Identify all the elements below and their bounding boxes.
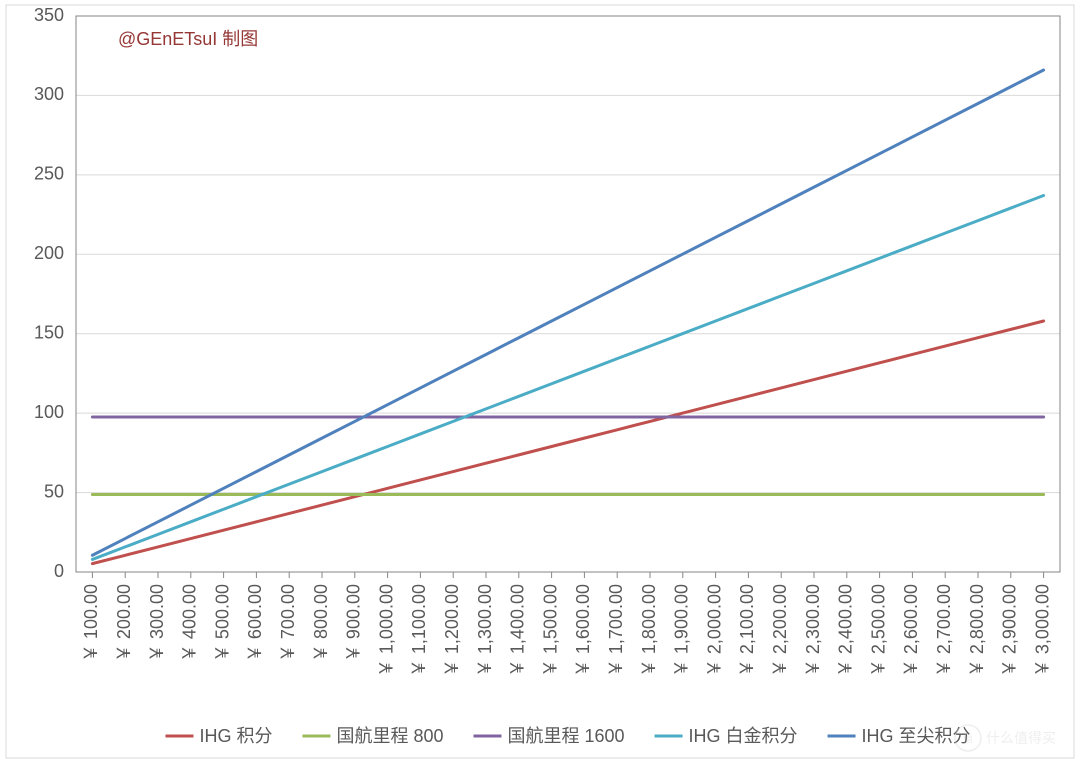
y-tick-label: 350 — [34, 5, 64, 25]
x-tick-label: ￥ 2,400.00 — [836, 584, 856, 677]
y-tick-label: 300 — [34, 84, 64, 104]
svg-text:值: 值 — [963, 732, 973, 745]
x-tick-label: ￥ 1,600.00 — [573, 584, 593, 677]
series-line — [92, 196, 1043, 560]
legend-label: IHG 积分 — [199, 726, 272, 746]
svg-text:什么值得买: 什么值得买 — [986, 730, 1056, 746]
y-tick-label: 250 — [34, 164, 64, 184]
legend-label: IHG 至尖积分 — [862, 726, 971, 746]
x-tick-label: ￥ 2,600.00 — [901, 584, 921, 677]
x-tick-label: ￥ 2,500.00 — [868, 584, 888, 677]
legend-label: 国航里程 800 — [336, 726, 443, 746]
y-tick-label: 150 — [34, 322, 64, 342]
x-tick-label: ￥ 2,900.00 — [1000, 584, 1020, 677]
x-tick-label: ￥ 1,000.00 — [376, 584, 396, 677]
x-tick-label: ￥ 300.00 — [147, 584, 167, 662]
x-tick-label: ￥ 2,300.00 — [803, 584, 823, 677]
x-tick-label: ￥ 500.00 — [212, 584, 232, 662]
y-tick-label: 0 — [54, 561, 64, 581]
x-tick-label: ￥ 400.00 — [180, 584, 200, 662]
x-tick-label: ￥ 2,200.00 — [770, 584, 790, 677]
y-tick-label: 50 — [44, 481, 64, 501]
x-tick-label: ￥ 1,100.00 — [409, 584, 429, 677]
x-tick-label: ￥ 800.00 — [311, 584, 331, 662]
x-tick-label: ￥ 2,100.00 — [737, 584, 757, 677]
x-tick-label: ￥ 2,800.00 — [967, 584, 987, 677]
series-line — [92, 70, 1043, 555]
x-tick-label: ￥ 1,700.00 — [606, 584, 626, 677]
x-tick-label: ￥ 100.00 — [81, 584, 101, 662]
x-tick-label: ￥ 1,200.00 — [442, 584, 462, 677]
x-tick-label: ￥ 1,500.00 — [540, 584, 560, 677]
legend-label: 国航里程 1600 — [507, 726, 624, 746]
x-tick-label: ￥ 1,400.00 — [508, 584, 528, 677]
legend-label: IHG 白金积分 — [689, 726, 798, 746]
y-tick-label: 200 — [34, 243, 64, 263]
x-tick-label: ￥ 1,800.00 — [639, 584, 659, 677]
line-chart: 0 50 100 150 200 250 300 350 ￥ 100.00 ￥ 200.00 ￥ 3… — [0, 0, 1080, 763]
x-tick-label: ￥ 700.00 — [278, 584, 298, 662]
x-tick-label: ￥ 1,900.00 — [672, 584, 692, 677]
author-watermark: @GEnETsuI 制图 — [118, 29, 258, 49]
x-tick-label: ￥ 2,700.00 — [934, 584, 954, 677]
x-tick-label: ￥ 200.00 — [114, 584, 134, 662]
x-tick-label: ￥ 600.00 — [245, 584, 265, 662]
x-tick-label: ￥ 2,000.00 — [704, 584, 724, 677]
x-tick-label: ￥ 1,300.00 — [475, 584, 495, 677]
y-tick-label: 100 — [34, 402, 64, 422]
series-line — [92, 321, 1043, 564]
x-tick-label: ￥ 900.00 — [344, 584, 364, 662]
x-tick-label: ￥ 3,000.00 — [1032, 584, 1052, 677]
